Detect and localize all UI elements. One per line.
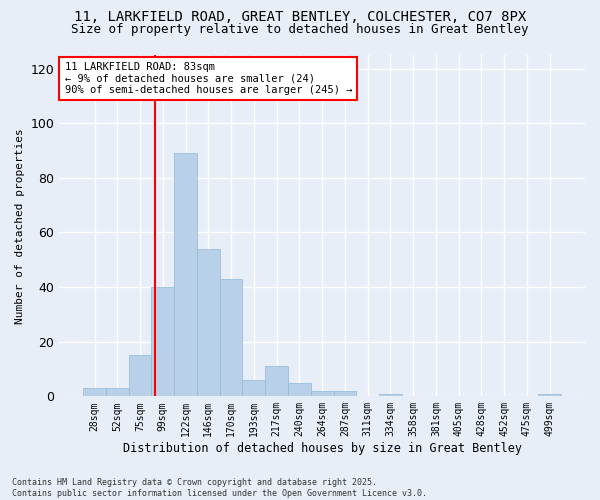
Bar [197,249,220,396]
Bar [83,388,106,396]
Text: Contains HM Land Registry data © Crown copyright and database right 2025.
Contai: Contains HM Land Registry data © Crown c… [12,478,427,498]
Bar [129,356,151,397]
Y-axis label: Number of detached properties: Number of detached properties [15,128,25,324]
Bar [265,366,288,396]
X-axis label: Distribution of detached houses by size in Great Bentley: Distribution of detached houses by size … [122,442,521,455]
Bar [220,279,242,396]
Text: 11, LARKFIELD ROAD, GREAT BENTLEY, COLCHESTER, CO7 8PX: 11, LARKFIELD ROAD, GREAT BENTLEY, COLCH… [74,10,526,24]
Bar [106,388,129,396]
Bar [334,391,356,396]
Bar [538,394,561,396]
Bar [288,382,311,396]
Text: 11 LARKFIELD ROAD: 83sqm
← 9% of detached houses are smaller (24)
90% of semi-de: 11 LARKFIELD ROAD: 83sqm ← 9% of detache… [65,62,352,95]
Text: Size of property relative to detached houses in Great Bentley: Size of property relative to detached ho… [71,22,529,36]
Bar [174,154,197,396]
Bar [311,391,334,396]
Bar [151,287,174,397]
Bar [379,394,402,396]
Bar [242,380,265,396]
